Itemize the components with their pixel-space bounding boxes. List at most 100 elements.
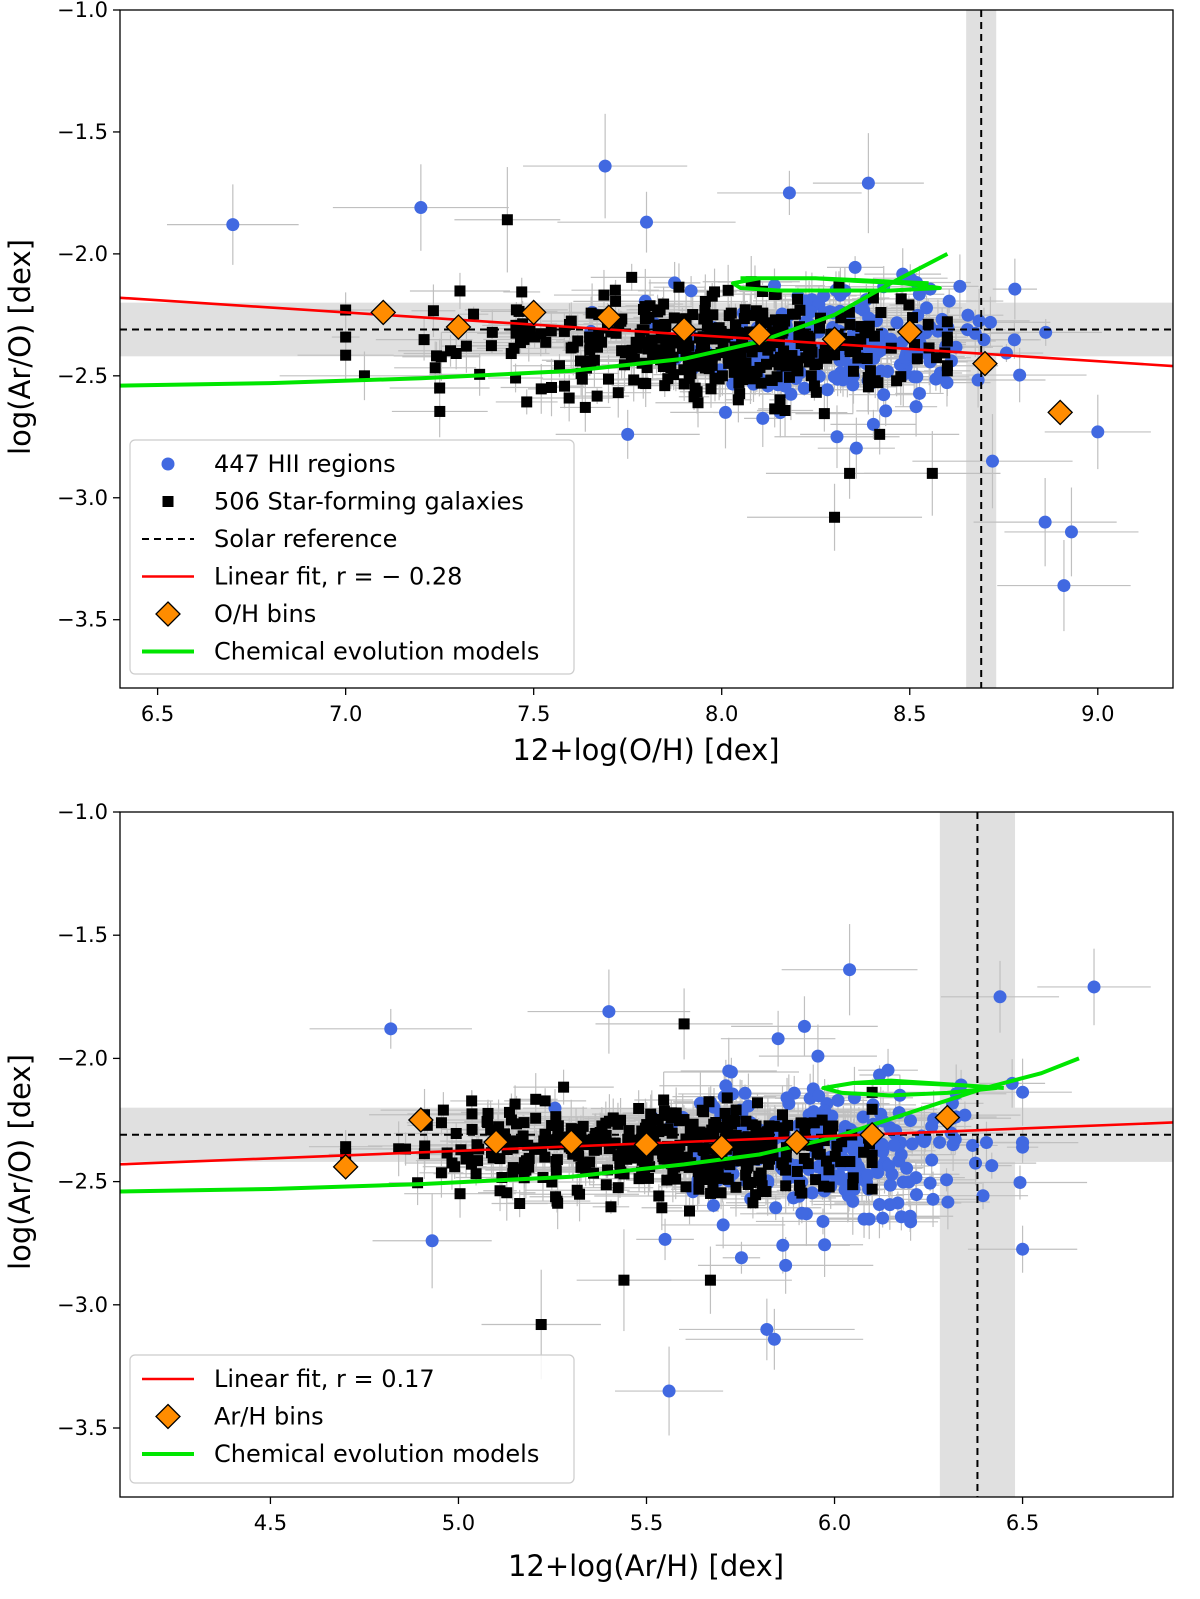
star-forming-galaxy-point (814, 1148, 826, 1160)
legend-item-models: Chemical evolution models (142, 638, 539, 666)
star-forming-galaxy-point (730, 1181, 742, 1193)
x-tick-label: 8.0 (705, 702, 738, 726)
star-forming-galaxy-point (703, 363, 715, 375)
star-forming-galaxy-point (530, 1093, 542, 1105)
star-forming-galaxy-point (907, 312, 919, 324)
star-forming-galaxy-point (530, 1112, 542, 1124)
star-forming-galaxy-point (757, 286, 769, 298)
star-forming-galaxy-point (673, 281, 685, 293)
star-forming-galaxy-point (821, 352, 833, 364)
star-forming-galaxy-point (505, 348, 517, 360)
star-forming-galaxy-point (792, 293, 804, 305)
hii-region-point (827, 370, 841, 384)
hii-region-point (621, 427, 635, 441)
star-forming-galaxy-point (535, 383, 547, 395)
hii-region-point (776, 1238, 790, 1252)
x-tick-label: 5.0 (442, 1511, 475, 1535)
star-forming-galaxy-point (866, 1086, 878, 1098)
star-forming-galaxy-point (670, 1173, 682, 1185)
star-forming-galaxy-point (609, 284, 621, 296)
hii-region-point (784, 387, 798, 401)
star-forming-galaxy-point (866, 1103, 878, 1115)
hii-region-point (719, 1079, 733, 1093)
x-tick-label: 7.0 (329, 702, 362, 726)
hii-region-point (874, 364, 888, 378)
star-forming-galaxy-point (680, 1133, 692, 1145)
star-forming-galaxy-point (778, 345, 790, 357)
star-forming-galaxy-point (843, 306, 855, 318)
star-forming-galaxy-point (584, 331, 596, 343)
star-forming-galaxy-point (485, 340, 497, 352)
star-forming-galaxy-point (642, 1172, 654, 1184)
star-forming-galaxy-point (941, 365, 953, 377)
star-forming-galaxy-point (454, 285, 466, 297)
star-forming-galaxy-point (703, 1174, 715, 1186)
star-forming-galaxy-point (911, 353, 923, 365)
star-forming-galaxy-point (751, 1097, 763, 1109)
hii-region-point (890, 316, 904, 330)
star-forming-galaxy-point (507, 1168, 519, 1180)
legend-marker-sfg (162, 496, 174, 507)
star-forming-galaxy-point (605, 326, 617, 338)
axes-frame (119, 9, 1174, 689)
star-forming-galaxy-point (738, 313, 750, 325)
legend-label: Linear fit, r = 0.17 (214, 1365, 435, 1393)
bin-marker (558, 1129, 585, 1156)
axes-oh: 6.5 7.0 7.5 8.0 8.5 9.0 −1.0 −1.5 −2.0 −2.5 −3.0 −3… (57, 0, 1174, 726)
star-forming-galaxy-point (613, 318, 625, 330)
hii-region-point (1064, 525, 1078, 539)
star-forming-galaxy-point (575, 367, 587, 379)
star-forming-galaxy-point (678, 1018, 690, 1030)
star-forming-galaxy-point (692, 1166, 704, 1178)
star-forming-galaxy-point (723, 357, 735, 369)
star-forming-galaxy-point (718, 1121, 730, 1133)
star-forming-galaxy-point (657, 1151, 669, 1163)
star-forming-galaxy-point (588, 354, 600, 366)
star-forming-galaxy-point (683, 340, 695, 352)
legend-item-fit: Linear fit, r = − 0.28 (142, 563, 462, 591)
star-forming-galaxy-point (647, 351, 659, 363)
hii-region-point (866, 417, 880, 431)
star-forming-galaxy-point (724, 1159, 736, 1171)
hii-region-point (756, 411, 770, 425)
star-forming-galaxy-point (434, 405, 446, 417)
star-forming-galaxy-point (862, 381, 874, 393)
star-forming-galaxy-point (802, 1158, 814, 1170)
bin-marker (671, 316, 698, 343)
hii-region-point (940, 1173, 954, 1187)
star-forming-galaxy-point (612, 387, 624, 399)
star-forming-galaxy-point (808, 380, 820, 392)
star-forming-galaxy-point (725, 307, 737, 319)
star-forming-galaxy-point (634, 328, 646, 340)
y-tick-label: −3.5 (57, 608, 108, 632)
star-forming-galaxy-point (703, 1096, 715, 1108)
bin-marker (784, 1129, 810, 1156)
star-forming-galaxy-point (776, 314, 788, 326)
star-forming-galaxy-point (721, 1092, 733, 1104)
hii-region-point (797, 1019, 811, 1033)
star-forming-galaxy-point (616, 1144, 628, 1156)
hii-region-point (941, 1195, 955, 1209)
star-forming-galaxy-point (626, 271, 638, 283)
star-forming-galaxy-point (565, 342, 577, 354)
star-forming-galaxy-point (668, 369, 680, 381)
hii-region-point (969, 1156, 983, 1170)
star-forming-galaxy-point (818, 408, 830, 420)
star-forming-galaxy-point (622, 1148, 634, 1160)
star-forming-galaxy-point (657, 320, 669, 332)
y-tick-label: −3.0 (57, 486, 108, 510)
hii-region-point (920, 301, 934, 315)
star-forming-galaxy-point (692, 397, 704, 409)
star-forming-galaxy-point (868, 330, 880, 342)
star-forming-galaxy-point (514, 1198, 526, 1210)
star-forming-galaxy-point (820, 1155, 832, 1167)
bin-marker (972, 350, 998, 377)
star-forming-galaxy-point (810, 1174, 822, 1186)
hii-region-point (856, 1110, 870, 1124)
hii-region-point (879, 404, 893, 418)
hii-region-point (706, 1198, 720, 1212)
legend-item-models: Chemical evolution models (142, 1440, 539, 1468)
star-forming-galaxy-point (494, 1153, 506, 1165)
hii-region-point (1007, 333, 1021, 347)
star-forming-galaxy-point (810, 386, 822, 398)
